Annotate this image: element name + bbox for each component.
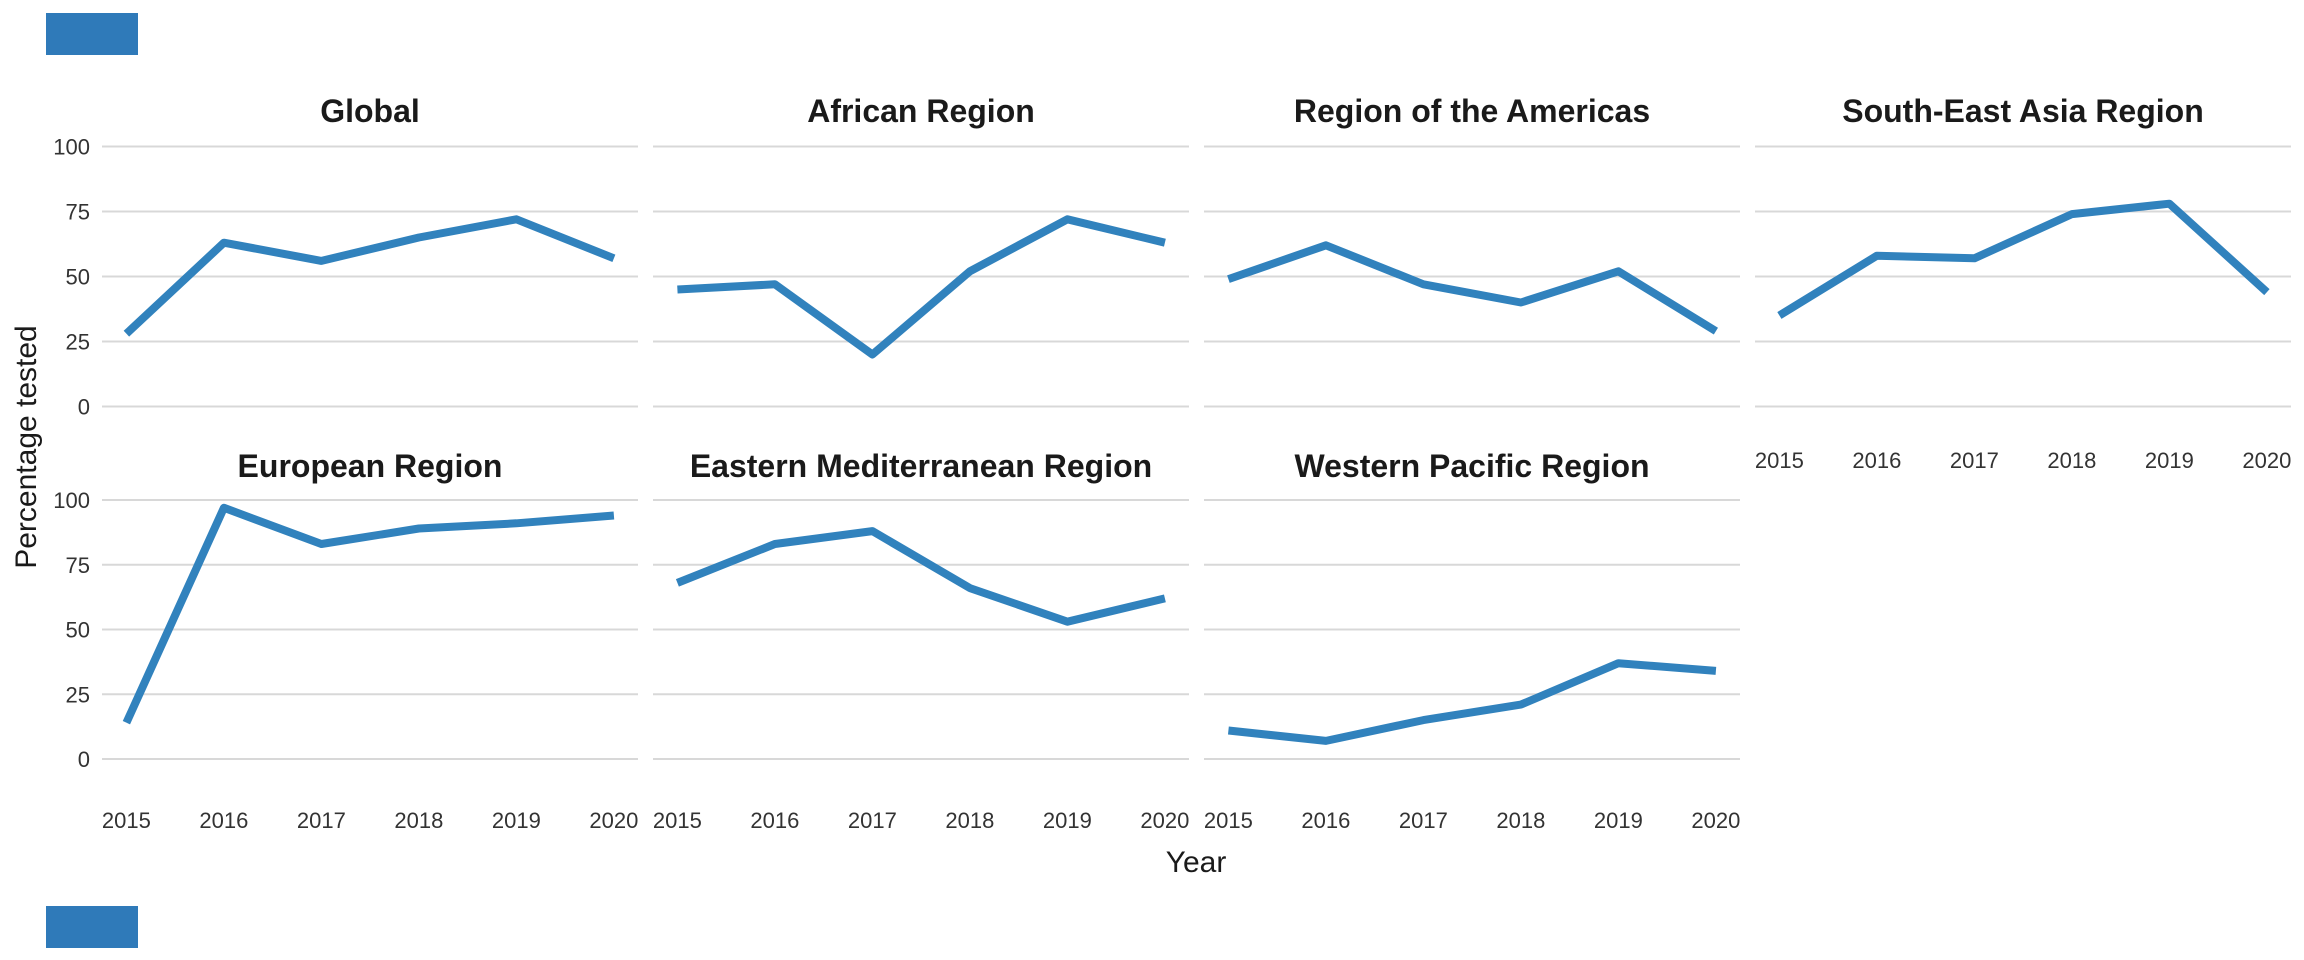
x-axis-tick-label: 2016 — [1301, 808, 1350, 833]
y-axis-tick-label: 50 — [66, 618, 90, 643]
x-axis-tick-label: 2017 — [1950, 448, 1999, 473]
x-axis-tick-label: 2017 — [848, 808, 897, 833]
x-axis-tick-label: 2015 — [653, 808, 702, 833]
x-axis-title: Year — [1165, 846, 1227, 879]
x-axis-tick-label: 2019 — [492, 808, 541, 833]
facet-title: South-East Asia Region — [1842, 93, 2204, 129]
y-axis-tick-label: 75 — [66, 200, 90, 225]
y-axis-tick-label: 25 — [66, 330, 90, 355]
facet-title: Western Pacific Region — [1294, 448, 1649, 484]
x-axis-tick-label: 2020 — [2242, 448, 2291, 473]
trend-line — [1227, 659, 1717, 745]
x-axis-tick-label: 2015 — [1755, 448, 1804, 473]
x-axis-tick-label: 2017 — [1399, 808, 1448, 833]
trend-line — [1227, 241, 1718, 335]
y-axis-tick-label: 50 — [66, 265, 90, 290]
y-axis-tick-label: 100 — [53, 135, 90, 160]
x-axis-tick-label: 2019 — [1043, 808, 1092, 833]
x-axis-tick-label: 2019 — [1594, 808, 1643, 833]
x-axis-tick-label: 2015 — [1204, 808, 1253, 833]
facet-title: European Region — [238, 448, 503, 484]
x-axis-tick-label: 2018 — [945, 808, 994, 833]
trend-line — [123, 215, 616, 337]
y-axis-tick-label: 0 — [78, 747, 90, 772]
y-axis-tick-label: 25 — [66, 682, 90, 707]
blue-bar-artifact-top-left — [46, 13, 138, 55]
x-axis-tick-label: 2015 — [102, 808, 151, 833]
x-axis-tick-label: 2019 — [2145, 448, 2194, 473]
trend-line — [675, 527, 1166, 626]
x-axis-tick-label: 2020 — [589, 808, 638, 833]
y-axis-tick-label: 100 — [53, 488, 90, 513]
x-axis-tick-label: 2018 — [1496, 808, 1545, 833]
x-axis-tick-label: 2018 — [394, 808, 443, 833]
x-axis-tick-label: 2020 — [1140, 808, 1189, 833]
y-axis-tick-label: 75 — [66, 553, 90, 578]
x-axis-tick-label: 2016 — [199, 808, 248, 833]
x-axis-tick-label: 2016 — [750, 808, 799, 833]
trend-line — [677, 215, 1166, 359]
trend-line — [1777, 199, 2270, 319]
facet-title: African Region — [807, 93, 1035, 129]
facet-title: Region of the Americas — [1294, 93, 1650, 129]
y-axis-tick-label: 0 — [78, 395, 90, 420]
facet-title: Global — [320, 93, 420, 129]
blue-bar-artifact-bottom-left — [46, 906, 138, 948]
x-axis-tick-label: 2016 — [1852, 448, 1901, 473]
x-axis-tick-label: 2018 — [2047, 448, 2096, 473]
x-axis-tick-label: 2017 — [297, 808, 346, 833]
trend-line — [122, 503, 615, 725]
x-axis-tick-label: 2020 — [1691, 808, 1740, 833]
facet-title: Eastern Mediterranean Region — [690, 448, 1152, 484]
y-axis-title: Percentage tested — [10, 325, 43, 569]
